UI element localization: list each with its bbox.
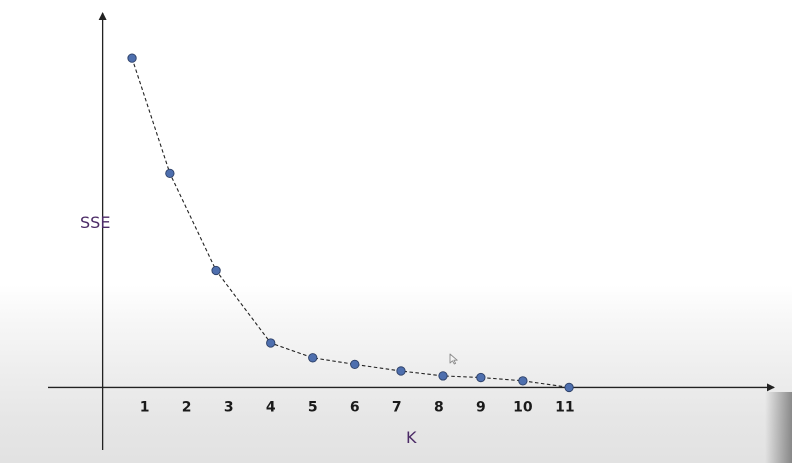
x-tick-label: 2	[182, 399, 192, 415]
x-tick-label: 1	[140, 399, 150, 415]
x-tick-labels: 1 2 3 4 5 6 7 8 9 10 11	[140, 399, 575, 415]
data-point	[211, 265, 221, 276]
data-point	[350, 359, 360, 370]
x-tick-label: 7	[392, 399, 402, 415]
data-point	[127, 53, 137, 63]
x-axis-label: K	[406, 428, 417, 447]
x-tick-label: 3	[224, 399, 234, 415]
x-tick-label: 8	[434, 399, 444, 415]
x-tick-label: 9	[476, 399, 486, 415]
corner-shadow	[765, 392, 792, 463]
x-tick-label: 5	[308, 399, 318, 415]
axes	[48, 12, 775, 450]
data-point	[518, 376, 528, 386]
data-point	[266, 338, 276, 348]
data-point	[564, 382, 574, 393]
data-point	[438, 371, 448, 381]
data-point	[308, 353, 318, 363]
x-tick-label: 6	[350, 399, 360, 415]
data-series	[127, 53, 574, 393]
y-axis-label: SSE	[80, 213, 111, 232]
x-tick-label: 11	[555, 399, 574, 415]
x-tick-label: 10	[513, 399, 533, 415]
mouse-pointer-icon	[449, 350, 459, 369]
x-tick-label: 4	[266, 399, 276, 415]
series-line	[131, 57, 570, 388]
data-point	[165, 168, 175, 179]
data-point	[396, 366, 406, 376]
data-point	[476, 372, 486, 383]
